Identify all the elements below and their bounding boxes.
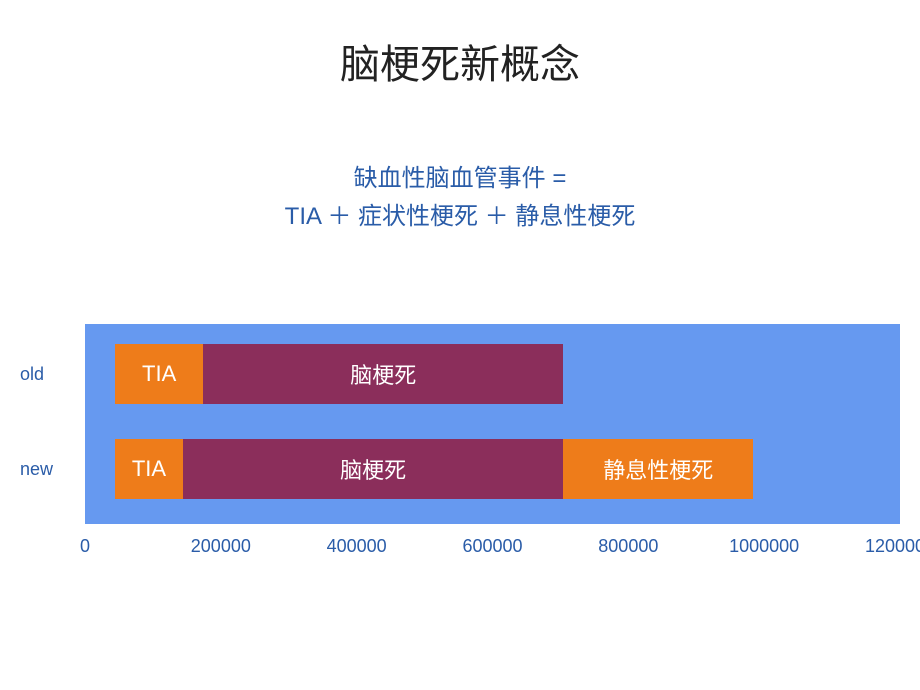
x-tick-label: 400000 (327, 536, 387, 557)
bar-segment: 静息性梗死 (563, 439, 753, 499)
x-tick-label: 1000000 (729, 536, 799, 557)
y-axis-label-old: old (20, 364, 44, 385)
subtitle: 缺血性脑血管事件 = TIA ＋ 症状性梗死 ＋ 静息性梗死 (0, 160, 920, 237)
x-tick-label: 0 (80, 536, 90, 557)
x-axis-ticks: 020000040000060000080000010000001200000 (85, 536, 900, 566)
bar-segment: 脑梗死 (183, 439, 563, 499)
bar-row-new: TIA脑梗死静息性梗死 (115, 439, 753, 499)
x-tick-label: 600000 (462, 536, 522, 557)
page-title: 脑梗死新概念 (0, 0, 920, 90)
subtitle-line-1: 缺血性脑血管事件 = (0, 160, 920, 198)
x-tick-label: 800000 (598, 536, 658, 557)
bar-segment: 脑梗死 (203, 344, 563, 404)
subtitle-line-2: TIA ＋ 症状性梗死 ＋ 静息性梗死 (0, 198, 920, 236)
x-tick-label: 1200000 (865, 536, 920, 557)
x-tick-label: 200000 (191, 536, 251, 557)
bar-segment: TIA (115, 439, 183, 499)
bar-segment: TIA (115, 344, 203, 404)
y-axis-label-new: new (20, 459, 53, 480)
bar-row-old: TIA脑梗死 (115, 344, 563, 404)
